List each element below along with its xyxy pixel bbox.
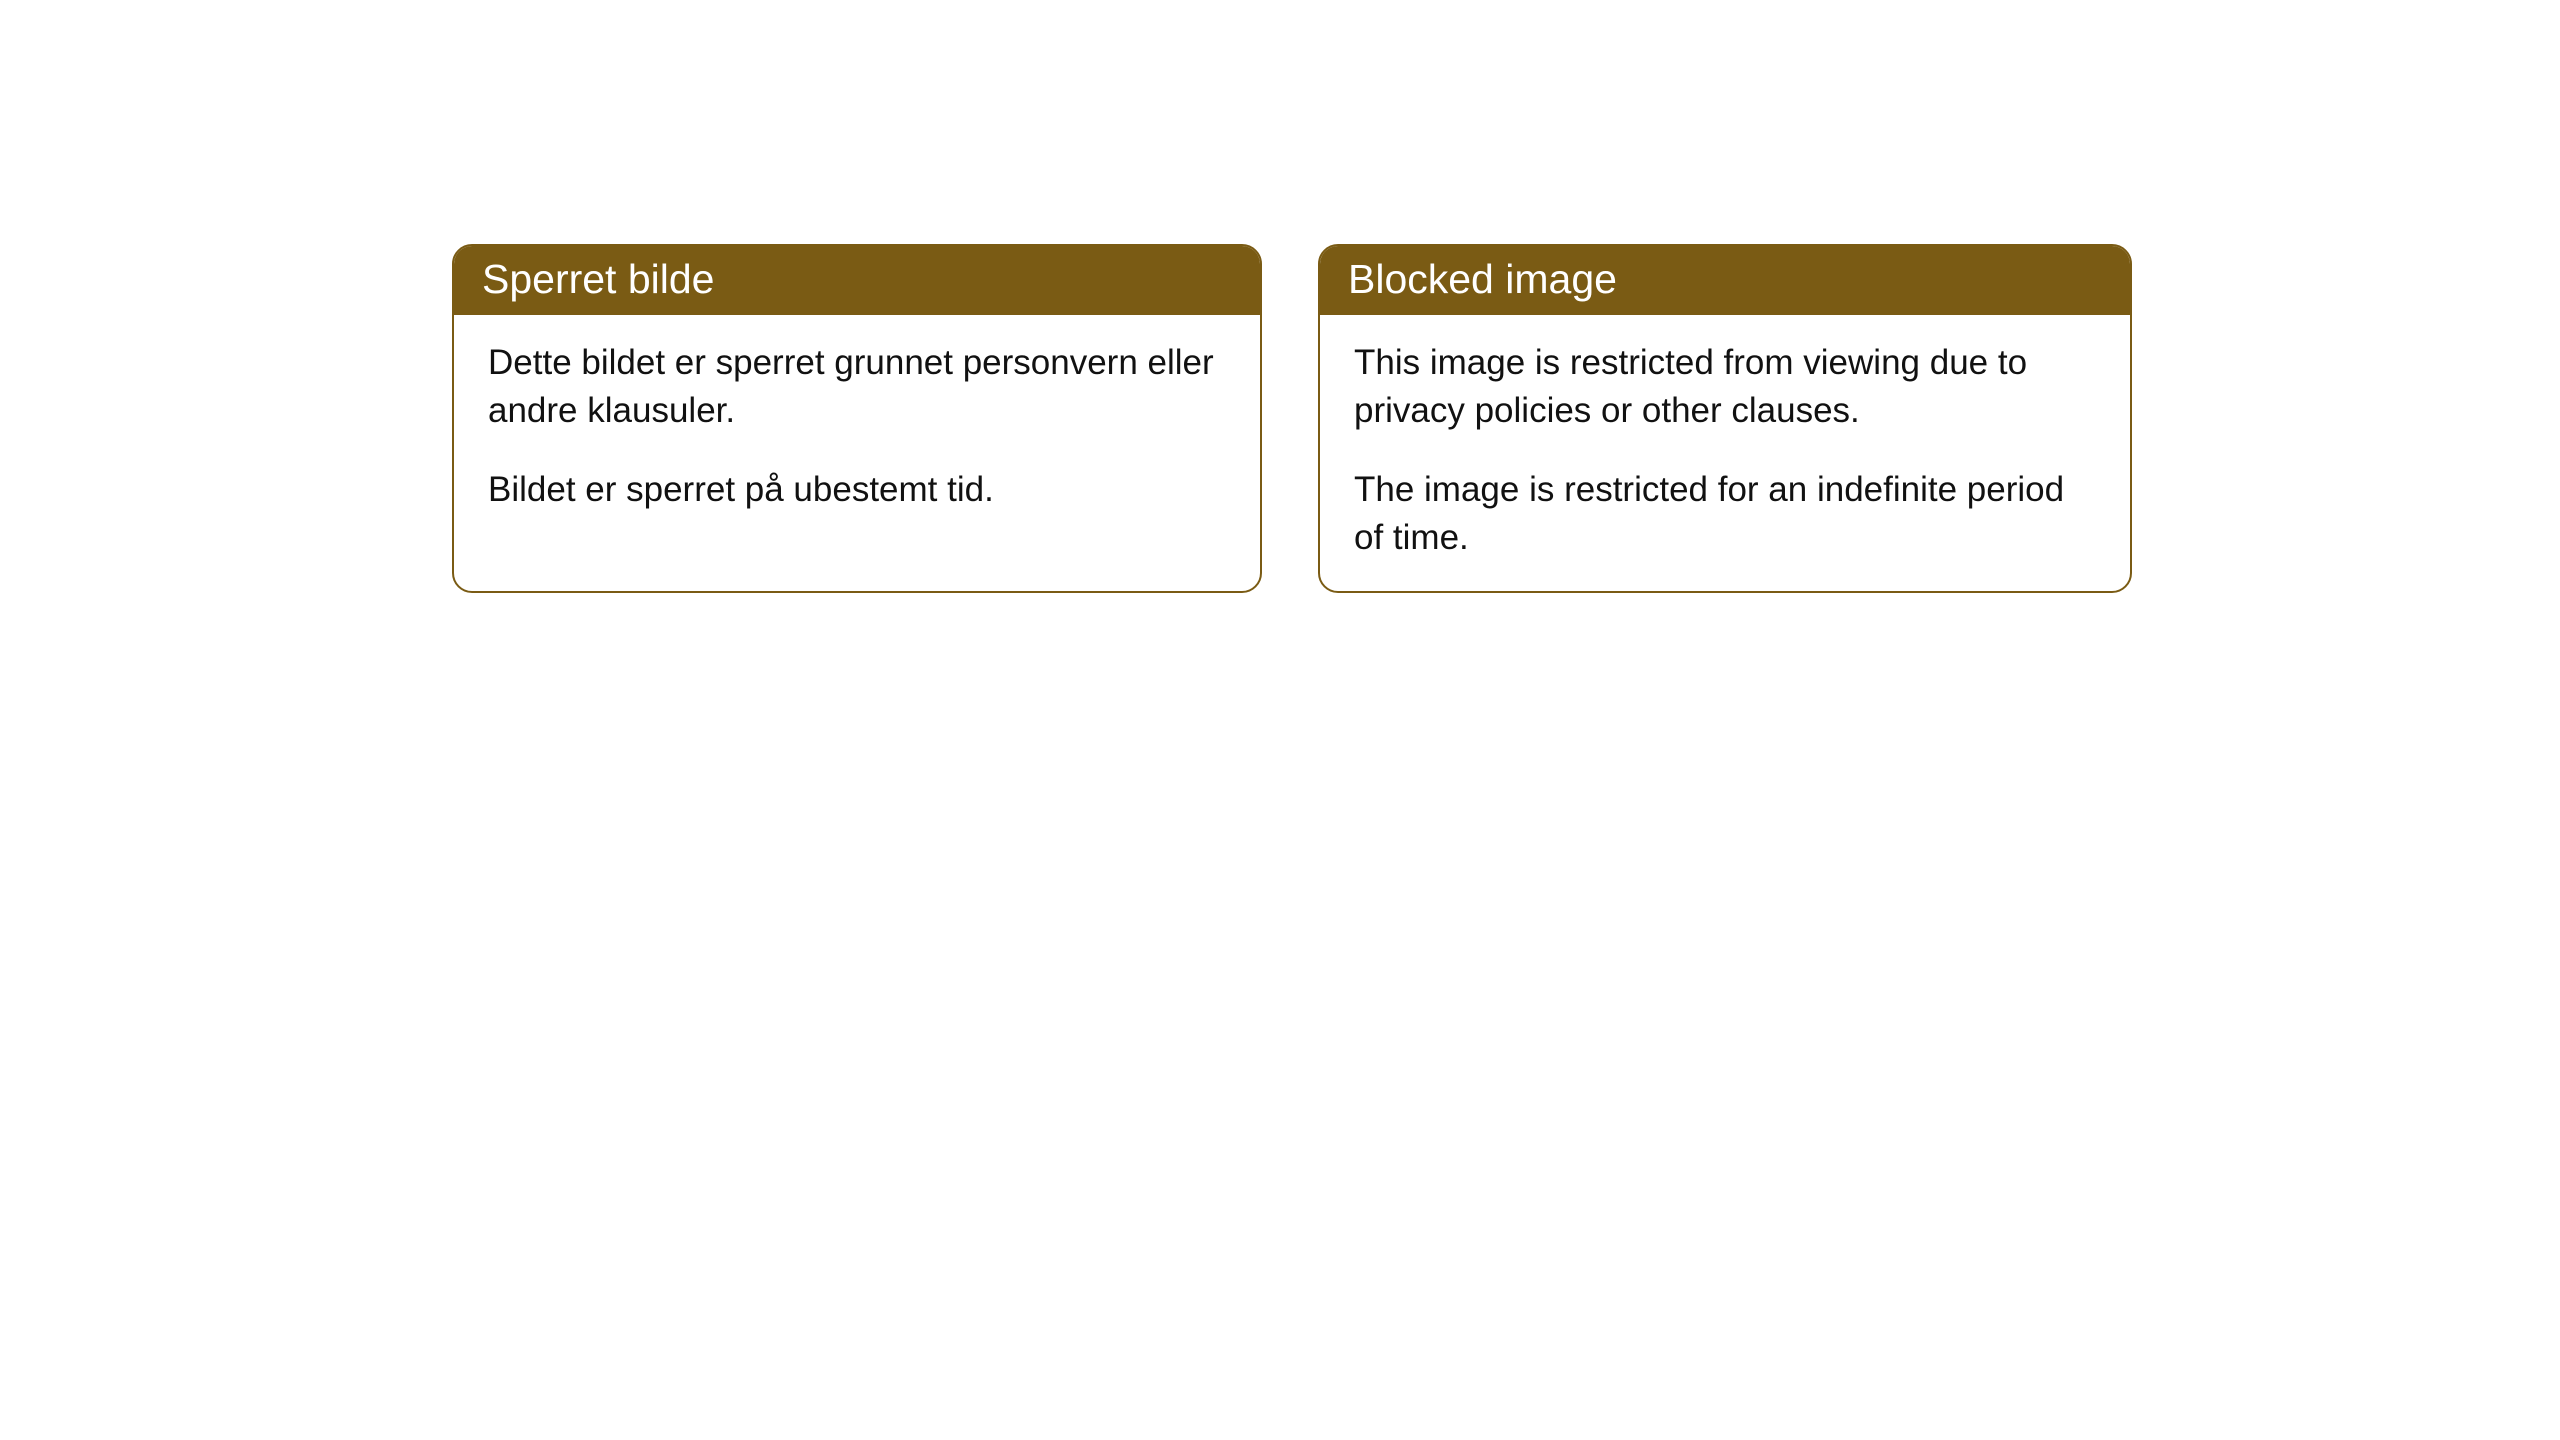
blocked-image-card-no: Sperret bilde Dette bildet er sperret gr… [452, 244, 1262, 593]
card-paragraph-2-no: Bildet er sperret på ubestemt tid. [488, 466, 1226, 514]
cards-container: Sperret bilde Dette bildet er sperret gr… [452, 244, 2560, 593]
card-title-no: Sperret bilde [454, 246, 1260, 315]
card-paragraph-2-en: The image is restricted for an indefinit… [1354, 466, 2096, 561]
card-body-no: Dette bildet er sperret grunnet personve… [454, 315, 1260, 554]
card-body-en: This image is restricted from viewing du… [1320, 315, 2130, 591]
card-title-en: Blocked image [1320, 246, 2130, 315]
card-paragraph-1-no: Dette bildet er sperret grunnet personve… [488, 339, 1226, 434]
blocked-image-card-en: Blocked image This image is restricted f… [1318, 244, 2132, 593]
card-paragraph-1-en: This image is restricted from viewing du… [1354, 339, 2096, 434]
